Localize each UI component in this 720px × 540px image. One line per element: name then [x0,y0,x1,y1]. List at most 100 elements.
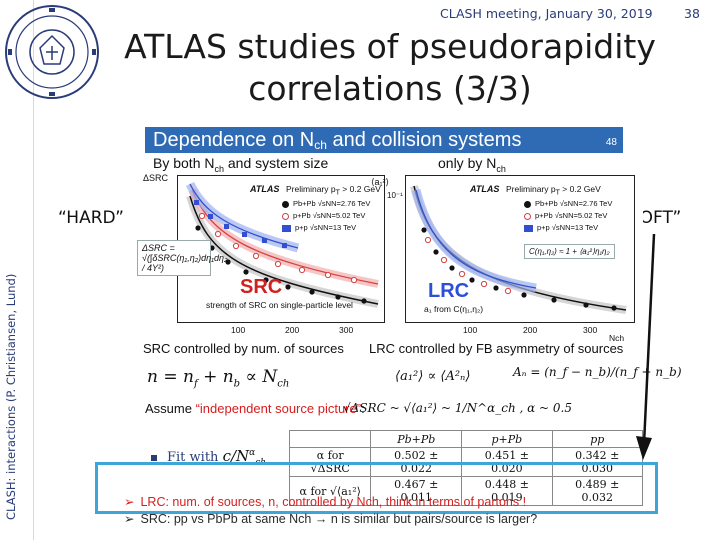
table-header-cell [288,430,372,448]
bullet-line-2-text: SRC: pp vs PbPb at same Nch → n is simil… [140,512,538,526]
slide-header-sub: ch [314,138,327,152]
lrc-big-label: LRC [428,280,470,302]
slide-page-number: 48 [605,137,617,148]
embedded-slide: Dependence on Nch and collision systems … [133,125,682,535]
fit-label-text: Fit with [167,450,219,465]
src-formula-box: ΔSRC = √(∫δSRC(η₁,η₂)dη₁dη₂ / 4Y²) [137,240,227,276]
left-xtick-300: 300 [339,325,354,335]
left-subtitle-text: By both N [153,155,215,171]
left-prelim-text: Preliminary p [286,184,336,194]
right-prelim-sub: T [555,188,560,197]
slide-header-suffix: and collision systems [326,129,522,151]
top-band [0,0,720,104]
right-ytick: 10⁻¹ [387,191,403,200]
left-legend: Pb+Pb √sNN=2.76 TeV p+Pb √sNN=5.02 TeV p… [282,198,370,234]
src-plot: ATLAS Preliminary pT > 0.2 GeV Pb+Pb √sN… [177,175,385,323]
lrc-controlled-text: LRC controlled by FB asymmetry of source… [369,341,624,356]
page-number: 38 [684,6,700,21]
highlight-box [95,462,658,514]
right-prelim-text: Preliminary p [506,184,556,194]
legend-marker-icon [524,224,533,232]
legend-label: Pb+Pb √sNN=2.76 TeV [293,199,371,208]
src-plot-graphic [185,181,379,308]
assume-prefix: Assume [145,401,196,416]
legend-marker-icon [282,224,291,232]
right-subtitle: only by Nch [438,155,506,174]
lrc-axis-note: a₁ from C(η₁,η₂) [424,304,483,314]
formula-An: Aₙ = (n_f − n_b)/(n_f + n_b) [513,365,682,379]
legend-marker-icon [282,212,289,220]
left-prelim-sub: T [335,188,340,197]
right-subtitle-sub: ch [496,163,506,174]
bullet-line-1-text: LRC: num. of sources, n, controlled by N… [140,495,527,509]
formula-n-part3: ∝ N [245,367,278,387]
lrc-axis-note-suffix: (η₁,η₂) [459,304,484,314]
left-subtitle-sub: ch [214,163,224,174]
legend-marker-icon [524,200,531,208]
table-cell: 0.489 ± 0.032 [551,476,644,506]
legend-marker-icon [282,200,289,208]
legend-row: p+p √sNN=13 TeV [524,222,612,234]
left-subtitle: By both Nch and system size [153,155,328,174]
bullet-line-2: ➢ SRC: pp vs PbPb at same Nch → n is simi… [124,511,537,528]
bullet-line-1: ➢ LRC: num. of sources, n, controlled by … [124,494,537,511]
legend-row: Pb+Pb √sNN=2.76 TeV [524,198,612,210]
legend-label: p+p √sNN=13 TeV [537,223,599,232]
right-xtick-100: 100 [463,325,478,335]
title-line-1: ATLAS studies of pseudorapidity [124,27,656,66]
src-axis-note: strength of SRC on single-particle level [206,300,353,310]
left-ylabel: ΔSRC [143,173,169,183]
table-header-cell: pp [551,430,644,448]
left-xtick-100: 100 [231,325,246,335]
left-xtick-200: 200 [285,325,300,335]
arrow-bullet-icon: ➢ [124,495,135,509]
right-preliminary-label: Preliminary pT > 0.2 GeV [506,184,601,197]
right-prelim-suffix: > 0.2 GeV [559,184,601,194]
right-ylabel: ⟨a₁²⟩ [371,177,390,187]
down-arrow-icon [636,233,656,460]
table-header-cell: p+Pb [461,430,553,448]
slide-header: Dependence on Nch and collision systems … [145,127,623,153]
table-cell: α for √⟨a₁²⟩ [288,476,372,506]
formula-n-part1: n = n [147,367,194,387]
title-line-2: correlations (3/3) [248,69,532,108]
assume-red: “independent source picture” [195,401,362,416]
arrow-bullet-icon: ➢ [124,512,135,526]
table-row: α for √⟨a₁²⟩ 0.467 ± 0.011 0.448 ± 0.019… [288,476,644,506]
conference-label: CLASH meeting, January 30, 2019 [440,6,653,21]
legend-row: Pb+Pb √sNN=2.76 TeV [282,198,370,210]
src-big-label: SRC [240,276,283,298]
legend-label: p+Pb √sNN=5.02 TeV [293,211,366,220]
hard-label: “HARD” [58,208,124,228]
right-xtick-200: 200 [523,325,538,335]
table-cell: 0.467 ± 0.011 [370,476,463,506]
bullet-square-icon [151,454,157,461]
vertical-caption: CLASH: interactions (P. Christiansen, Lu… [4,273,18,520]
src-controlled-text: SRC controlled by num. of sources [143,341,344,356]
lrc-axis-note-text: a₁ from C [424,304,460,314]
left-preliminary-label: Preliminary pT > 0.2 GeV [286,184,381,197]
table-header-row: Pb+Pb p+Pb pp [288,430,644,448]
left-subtitle-suffix: and system size [224,155,329,171]
right-subtitle-text: only by N [438,155,497,171]
university-seal-icon [5,5,99,99]
slide-header-prefix: Dependence on N [153,129,315,151]
legend-row: p+Pb √sNN=5.02 TeV [282,210,370,222]
table-header-cell: Pb+Pb [370,430,463,448]
right-legend: Pb+Pb √sNN=2.76 TeV p+Pb √sNN=5.02 TeV p… [524,198,612,234]
lrc-plot-graphic [410,185,627,314]
right-xtick-300: 300 [583,325,598,335]
fit-formula-sup: α [249,448,256,458]
legend-label: p+p √sNN=13 TeV [295,223,357,232]
legend-marker-icon [524,212,531,220]
formula-a: ⟨a₁²⟩ ∝ ⟨A²ₙ⟩ [395,369,471,384]
assume-text: Assume “independent source picture”: [145,401,365,416]
left-prelim-suffix: > 0.2 GeV [339,184,381,194]
fit-formula-text: c/N [222,447,250,465]
page-title: ATLAS studies of pseudorapidity correlat… [110,26,670,110]
lrc-formula-box: C(η₁,η₂) ≈ 1 + ⟨a₁²⟩η₁η₂ [524,244,615,259]
legend-label: Pb+Pb √sNN=2.76 TeV [535,199,613,208]
assume-suffix: : [361,401,365,416]
left-atlas-label: ATLAS [250,184,280,194]
xaxis-label: Nch [609,333,625,343]
